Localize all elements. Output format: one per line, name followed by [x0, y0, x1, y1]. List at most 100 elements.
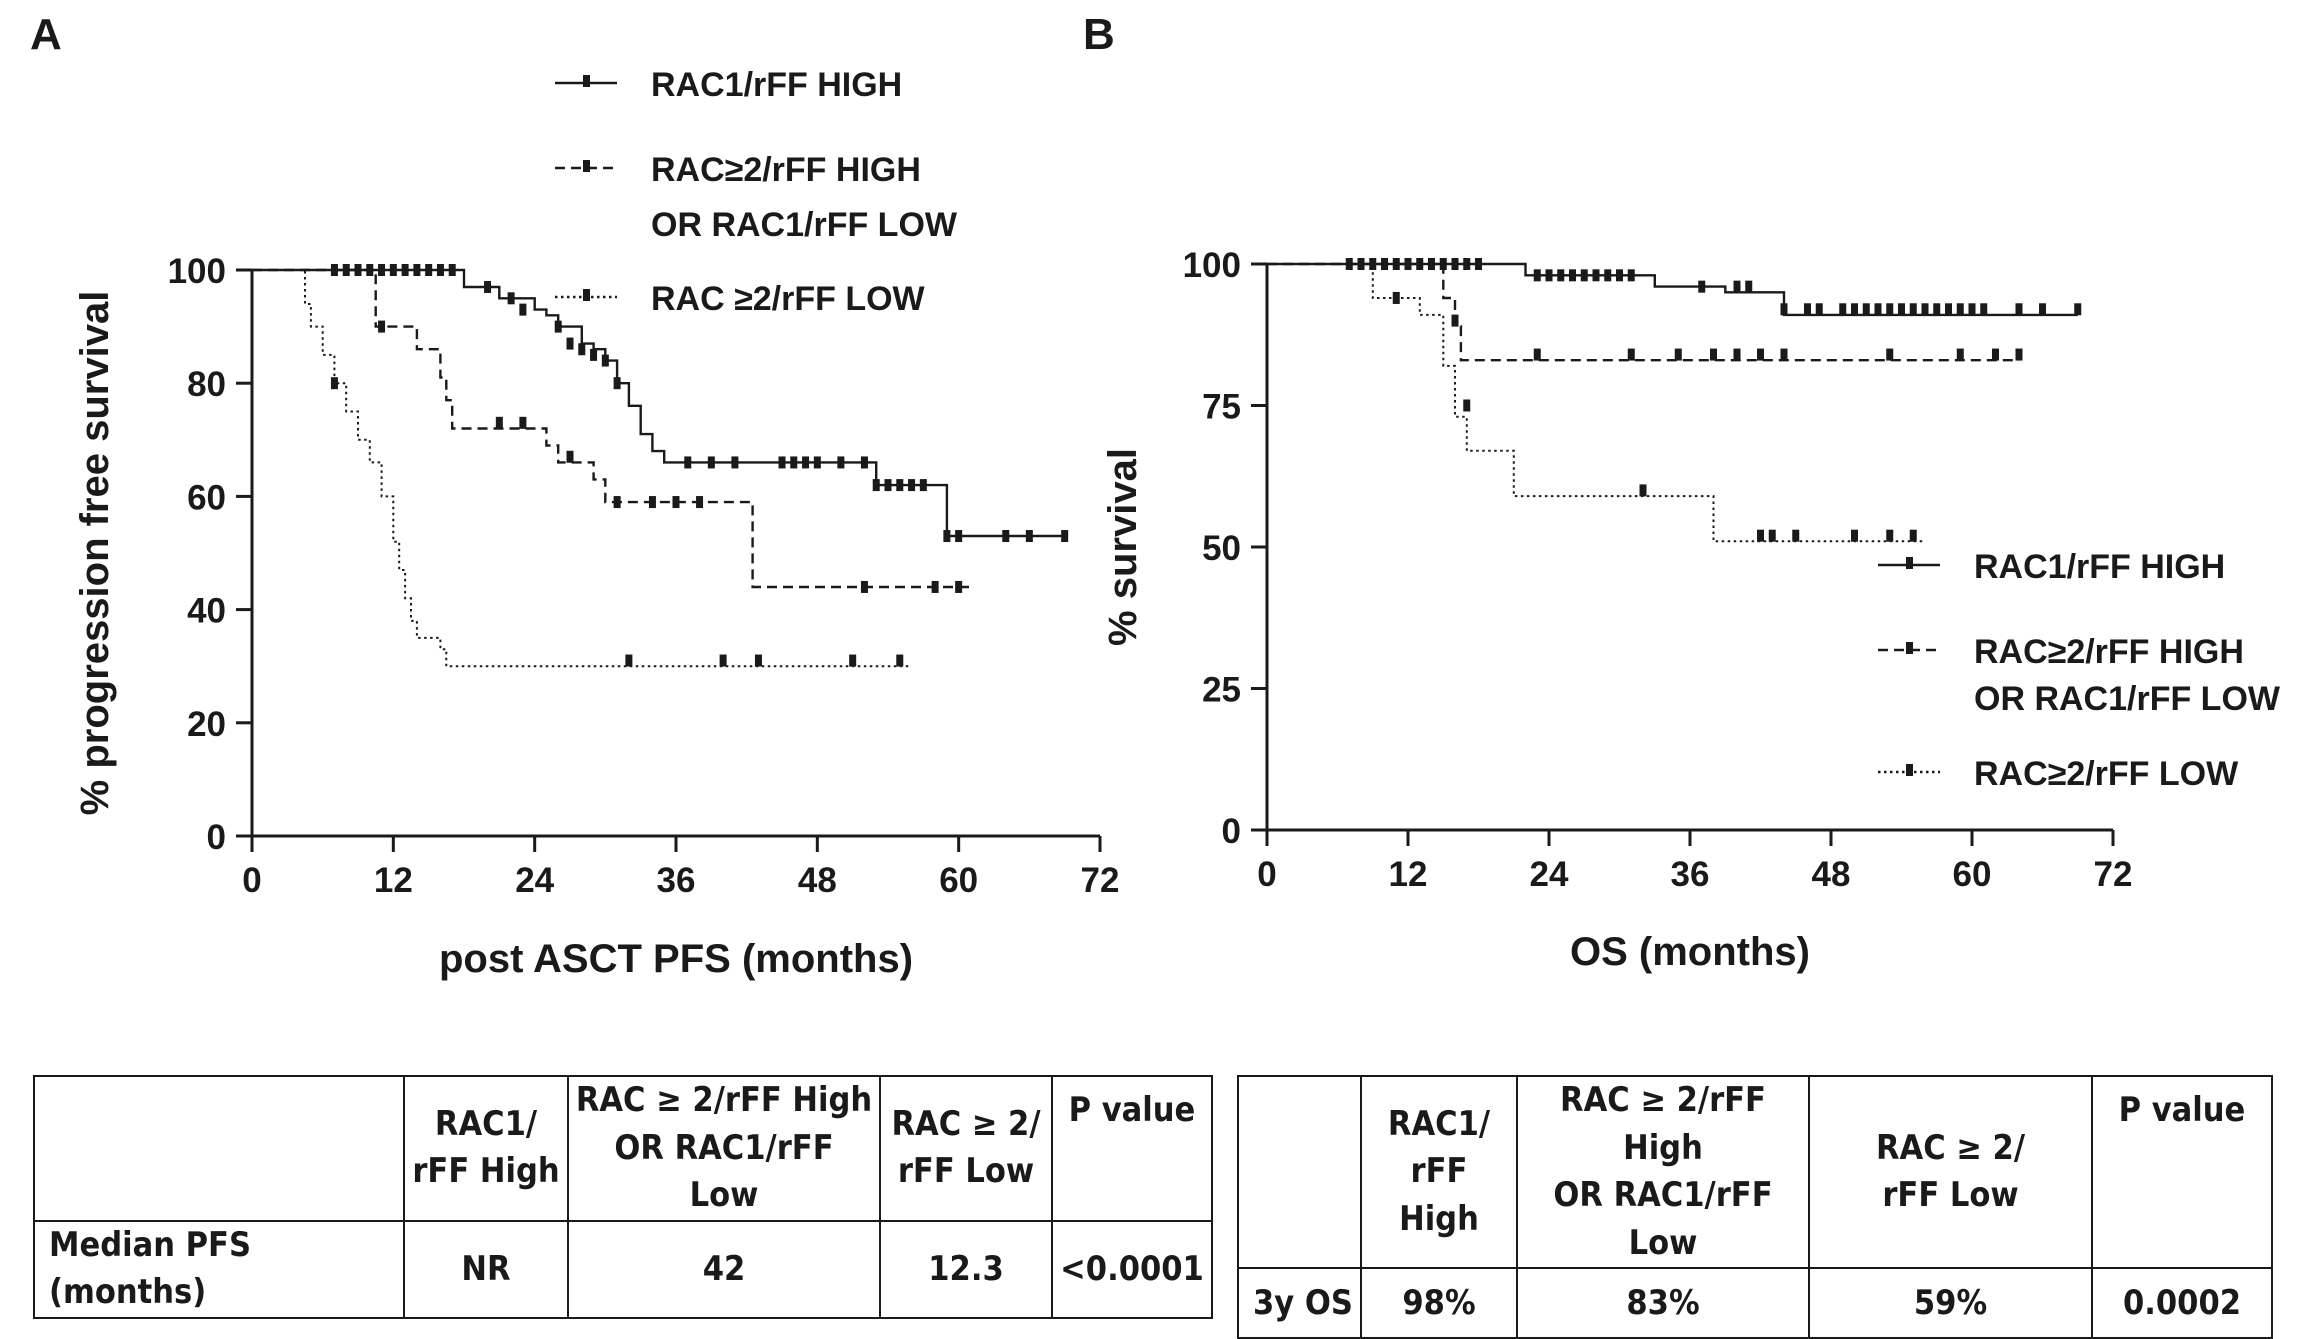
- censor-mark: [860, 580, 868, 593]
- km-chart-os: 0 12 24 36 48 60 72 0 25 50 75 100 OS (months) % surv…: [1101, 246, 2281, 974]
- censor-mark: [1851, 303, 1858, 316]
- os-header-rac2-low: RAC ≥ 2/rFF Low: [1808, 1074, 2093, 1270]
- y-tick-label: 25: [1202, 671, 1241, 710]
- censor-mark: [1533, 269, 1541, 282]
- pfs-header-rac2-high-or-rac1-low: RAC ≥ 2/rFF High OR RAC1/rFF Low: [567, 1075, 881, 1222]
- censor-mark: [790, 456, 798, 469]
- censor-mark: [1804, 303, 1811, 316]
- censor-mark: [1956, 303, 1964, 316]
- censor-mark: [1533, 348, 1541, 361]
- censor-mark: [1463, 399, 1471, 412]
- pfs-header-p-value: P value: [1051, 1075, 1213, 1222]
- censor-mark: [507, 292, 515, 305]
- censor-mark: [1710, 348, 1717, 361]
- censor-mark: [401, 264, 409, 276]
- panel-label-b: B: [1083, 10, 1115, 59]
- pfs-header-rac2-low: RAC ≥ 2/rFF Low: [879, 1075, 1053, 1222]
- censor-mark: [931, 580, 939, 593]
- km-curve-dashed: [252, 268, 971, 589]
- y-tick-label: 100: [168, 252, 226, 291]
- censor-mark: [2015, 348, 2023, 361]
- censor-mark: [566, 450, 574, 463]
- censor-mark: [519, 416, 527, 429]
- legend-censor-mark: [1906, 557, 1913, 569]
- x-tick-label: 0: [1257, 855, 1276, 894]
- censor-mark: [1404, 258, 1412, 270]
- x-tick-label: 48: [798, 861, 837, 900]
- y-tick-label: 100: [1183, 246, 1241, 285]
- censor-mark: [648, 496, 656, 509]
- legend-label-line2: OR RAC1/rFF LOW: [651, 206, 958, 244]
- x-tick-label: 36: [1671, 855, 1710, 894]
- censor-mark: [436, 264, 444, 276]
- censor-mark: [1674, 348, 1682, 361]
- y-tick-label: 20: [187, 705, 226, 744]
- os-summary-table: RAC1/rFF High RAC ≥ 2/rFF High OR RAC1/rF…: [1237, 1074, 2273, 1339]
- censor-mark: [684, 456, 692, 469]
- x-tick-label: 72: [1081, 861, 1120, 900]
- pfs-value-rac2-high-or-rac1-low: 42: [567, 1219, 881, 1319]
- x-tick-label: 36: [657, 861, 696, 900]
- censor-mark: [1768, 529, 1776, 542]
- x-tick-label: 72: [2094, 855, 2133, 894]
- y-axis-title: % progression free survival: [73, 291, 117, 816]
- censor-mark: [1002, 530, 1010, 543]
- censor-mark: [919, 479, 927, 492]
- censor-mark: [1475, 258, 1482, 270]
- censor-mark: [896, 654, 904, 667]
- censor-mark: [731, 456, 739, 469]
- censor-mark: [1886, 529, 1894, 542]
- censor-mark: [1392, 291, 1400, 304]
- censor-mark: [1757, 348, 1764, 361]
- legend-censor-mark: [583, 289, 590, 301]
- censor-mark: [1898, 303, 1905, 316]
- censor-mark: [1698, 280, 1706, 293]
- censor-mark: [1733, 348, 1741, 361]
- x-axis-title: post ASCT PFS (months): [439, 937, 913, 981]
- censor-mark: [1357, 258, 1365, 270]
- os-header-blank: [1237, 1074, 1362, 1270]
- censor-mark: [613, 377, 621, 390]
- y-tick-label: 60: [187, 478, 226, 517]
- censor-mark: [389, 264, 397, 276]
- censor-mark: [1025, 530, 1033, 543]
- censor-mark: [1451, 314, 1459, 327]
- y-tick-label: 50: [1202, 529, 1241, 568]
- censor-mark: [955, 530, 963, 543]
- pfs-header-blank: [33, 1075, 405, 1222]
- censor-mark: [1851, 529, 1858, 542]
- censor-mark: [1627, 269, 1635, 282]
- censor-mark: [578, 343, 586, 356]
- censor-mark: [1909, 529, 1917, 542]
- pfs-value-rac2-low: 12.3: [879, 1219, 1053, 1319]
- censor-mark: [1815, 303, 1823, 316]
- censor-mark: [1780, 303, 1788, 316]
- pfs-row-label: Median PFS (months): [33, 1219, 405, 1319]
- censor-mark: [1569, 269, 1576, 282]
- censor-mark: [601, 354, 609, 367]
- os-header-rac2-high-or-rac1-low: RAC ≥ 2/rFF High OR RAC1/rFF Low: [1516, 1074, 1810, 1270]
- censor-mark: [707, 456, 715, 469]
- censor-mark: [1616, 269, 1623, 282]
- os-value-p: 0.0002: [2091, 1267, 2273, 1339]
- censor-mark: [1604, 269, 1612, 282]
- y-axis-title: % survival: [1101, 448, 1145, 646]
- km-chart-pfs: 0 12 24 36 48 60 72 0 20 40 60 80 100 post ASCT PFS (…: [73, 66, 1120, 981]
- censor-mark: [672, 496, 680, 509]
- y-tick-label: 75: [1202, 388, 1241, 427]
- censor-mark: [884, 479, 892, 492]
- os-value-rac2-high-or-rac1-low: 83%: [1516, 1267, 1810, 1339]
- censor-mark: [1463, 258, 1471, 270]
- censor-mark: [1557, 269, 1565, 282]
- censor-mark: [872, 479, 880, 492]
- legend-label: RAC≥2/rFF LOW: [1974, 755, 2239, 793]
- legend-censor-mark: [1906, 642, 1913, 654]
- censor-mark: [1061, 530, 1069, 543]
- censor-mark: [1862, 303, 1870, 316]
- censor-mark: [590, 348, 598, 361]
- censor-mark: [2015, 303, 2023, 316]
- censor-mark: [1909, 303, 1917, 316]
- censor-mark: [849, 654, 857, 667]
- legend-censor-mark: [1906, 764, 1913, 776]
- km-curve-dotted: [1267, 263, 1925, 543]
